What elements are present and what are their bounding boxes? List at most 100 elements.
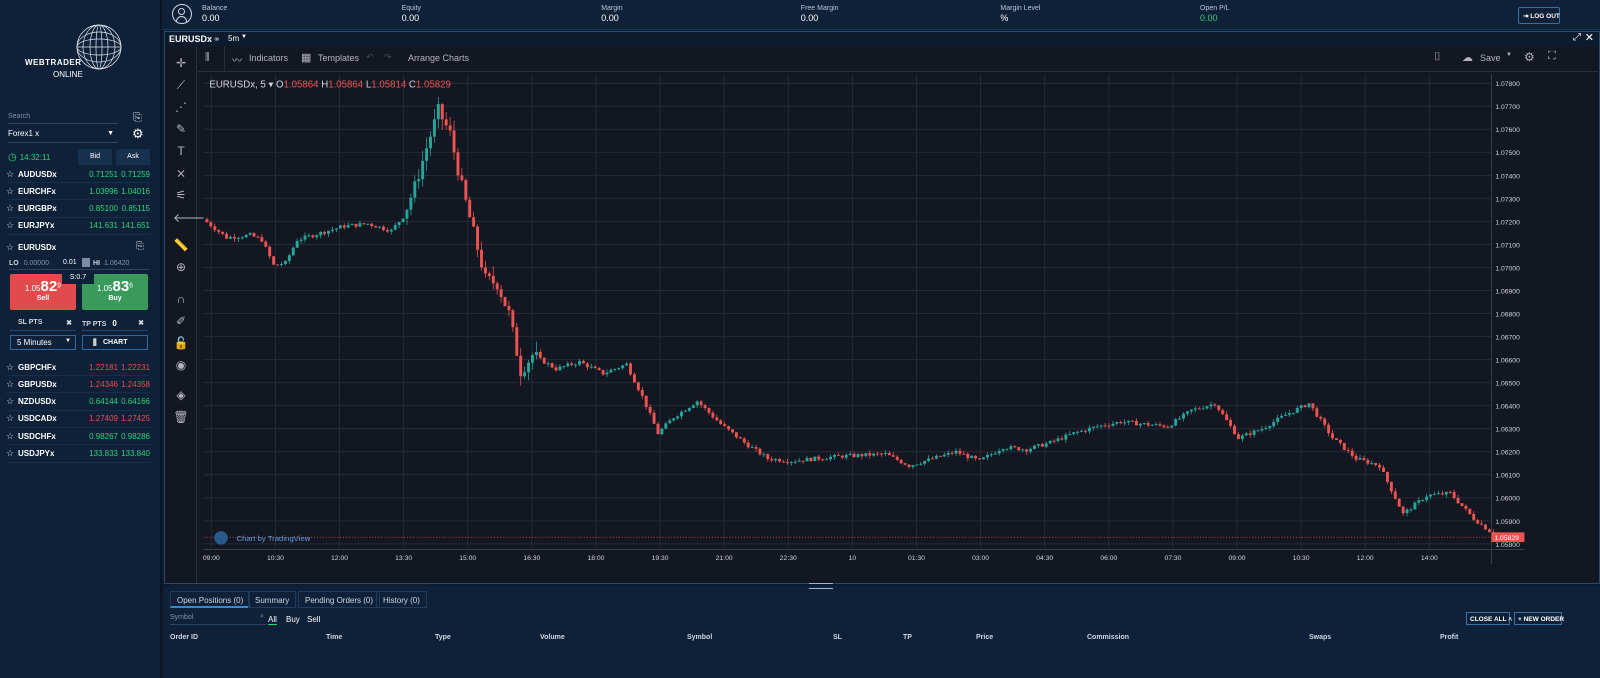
side-filter-1[interactable]: Buy: [286, 615, 300, 624]
bid-price[interactable]: 1.27409: [89, 414, 118, 424]
prediction-icon[interactable]: ⚟: [175, 188, 187, 202]
document-icon[interactable]: ⎘: [133, 112, 142, 124]
eye-icon[interactable]: ◉: [175, 358, 187, 372]
trash-icon[interactable]: 🗑: [173, 410, 189, 424]
symbol-row[interactable]: ☆ USDCADx 1.27409 1.27425: [6, 411, 150, 428]
column-header[interactable]: Swaps: [1309, 634, 1332, 641]
settings-icon[interactable]: ⚙: [1524, 50, 1535, 64]
symbol-row[interactable]: ☆ EURJPYx 141.631 141.651: [6, 218, 150, 235]
indicators-icon[interactable]: 〰: [232, 56, 242, 67]
save-button[interactable]: Save: [1480, 53, 1501, 63]
symbol-row[interactable]: ☆ USDJPYx 133.833 133.840: [6, 446, 150, 463]
redo-icon[interactable]: ↷: [384, 52, 392, 62]
logout-button[interactable]: ⇥ LOG OUT: [1518, 7, 1560, 24]
fib-icon[interactable]: ⋰: [175, 100, 187, 114]
new-order-button[interactable]: + NEW ORDER: [1514, 612, 1564, 625]
chevron-down-icon[interactable]: ▼: [241, 34, 247, 40]
bars-style-icon[interactable]: ⫼: [205, 52, 210, 63]
timeframe-select[interactable]: 5m: [228, 34, 240, 43]
star-icon[interactable]: ☆: [6, 220, 15, 231]
trendline-icon[interactable]: ⟋: [176, 78, 186, 92]
link-icon[interactable]: ⚭: [213, 34, 221, 44]
lot-input[interactable]: 0.01: [63, 259, 77, 266]
star-icon[interactable]: ☆: [6, 413, 15, 424]
positions-tab[interactable]: Pending Orders (0): [298, 591, 381, 608]
tp-input[interactable]: TP PTS 0 ✖: [82, 319, 148, 331]
column-header[interactable]: SL: [833, 634, 842, 641]
symbol-row[interactable]: ☆ GBPUSDx 1.24346 1.24358: [6, 376, 150, 394]
bid-price[interactable]: 1.22181: [89, 362, 118, 372]
column-header[interactable]: Price: [976, 634, 994, 641]
star-icon[interactable]: ☆: [6, 448, 15, 458]
bid-price[interactable]: 0.98267: [89, 431, 118, 441]
close-icon[interactable]: ✕: [1584, 32, 1594, 44]
lock-draw-icon[interactable]: ✐: [175, 314, 187, 328]
star-icon[interactable]: ☆: [6, 168, 15, 179]
gear-icon[interactable]: ⚙: [132, 126, 144, 141]
lot-stepper[interactable]: [82, 258, 90, 267]
column-header[interactable]: Type: [435, 634, 451, 641]
ask-price[interactable]: 141.651: [121, 221, 150, 231]
ask-price[interactable]: 0.64166: [121, 397, 150, 407]
ask-column-header[interactable]: Ask: [116, 149, 150, 165]
resize-handle[interactable]: [809, 583, 833, 589]
symbol-row[interactable]: ☆ NZDUSDx 0.64144 0.64166: [6, 394, 150, 411]
column-header[interactable]: Time: [326, 634, 343, 641]
symbol-row[interactable]: ☆ AUDUSDx 0.71251 0.71259: [6, 166, 150, 183]
positions-tab[interactable]: Open Positions (0): [170, 591, 251, 608]
user-avatar-icon[interactable]: [172, 4, 192, 24]
ask-price[interactable]: 1.27425: [121, 414, 150, 424]
column-header[interactable]: TP: [903, 634, 912, 641]
bid-price[interactable]: 1.03996: [89, 186, 118, 196]
chart-button[interactable]: ⫼ CHART: [82, 335, 148, 350]
text-icon[interactable]: T: [177, 144, 185, 158]
side-filter-0[interactable]: All: [268, 615, 277, 625]
star-icon[interactable]: ☆: [6, 430, 15, 441]
symbol-row[interactable]: ☆ EURGBPx 0.85100 0.85115: [6, 201, 150, 218]
positions-tab[interactable]: History (0): [376, 591, 427, 608]
ask-price[interactable]: 0.71259: [121, 169, 150, 179]
document-icon[interactable]: ⎘: [136, 241, 144, 252]
ask-price[interactable]: 133.840: [121, 449, 150, 458]
templates-icon[interactable]: ▦: [301, 52, 312, 64]
close-icon[interactable]: ✖: [66, 320, 72, 327]
star-icon[interactable]: ☆: [6, 378, 15, 389]
arrange-charts-button[interactable]: Arrange Charts: [408, 53, 470, 63]
symbol-row[interactable]: ☆ EURCHFx 1.03996 1.04016: [6, 183, 150, 201]
bid-price[interactable]: 0.71251: [89, 169, 118, 179]
bid-price[interactable]: 1.24346: [89, 379, 118, 389]
brush-icon[interactable]: ✎: [175, 122, 187, 136]
maximize-icon[interactable]: ⤢: [1573, 32, 1581, 43]
cloud-icon[interactable]: ☁: [1462, 52, 1473, 64]
column-header[interactable]: Volume: [540, 634, 565, 641]
chevron-down-icon[interactable]: ▼: [1506, 52, 1512, 58]
symbol-search-input[interactable]: Search: [8, 113, 118, 124]
ask-price[interactable]: 0.85115: [121, 204, 150, 214]
indicators-button[interactable]: Indicators: [249, 53, 289, 63]
sl-input[interactable]: SL PTS ✖: [10, 319, 76, 331]
star-icon[interactable]: ☆: [6, 242, 15, 252]
star-icon[interactable]: ☆: [6, 396, 15, 407]
symbol-row[interactable]: ☆ GBPCHFx 1.22181 1.22231: [6, 359, 150, 376]
pattern-icon[interactable]: ⨯: [175, 166, 187, 180]
ruler-icon[interactable]: 📏: [173, 238, 189, 252]
lo-input[interactable]: 0.00000: [23, 260, 49, 267]
lock-icon[interactable]: 🔓: [173, 336, 189, 350]
price-chart[interactable]: 1.07800 1.07700 1.07600 1.07500 1.07400 1.073…: [199, 74, 1529, 564]
bid-price[interactable]: 141.631: [89, 221, 118, 231]
close-icon[interactable]: ✖: [138, 320, 144, 327]
column-header[interactable]: Commission: [1087, 634, 1130, 641]
magnet-icon[interactable]: ∩: [176, 292, 186, 306]
ask-price[interactable]: 1.24358: [121, 379, 150, 389]
legend-chevron-icon[interactable]: ▾: [266, 80, 276, 91]
templates-button[interactable]: Templates: [318, 53, 360, 63]
interval-select[interactable]: 5 Minutes ▼: [10, 335, 76, 350]
back-arrow-icon[interactable]: 🡐: [173, 211, 206, 225]
group-select[interactable]: Forex1 x ▼: [8, 129, 118, 143]
star-icon[interactable]: ☆: [6, 185, 15, 196]
star-icon[interactable]: ☆: [6, 361, 15, 372]
close-all-button[interactable]: CLOSE ALL ˄: [1466, 612, 1512, 625]
undo-icon[interactable]: ↶: [366, 52, 374, 62]
symbol-filter-input[interactable]: Symbol ⌕: [170, 613, 266, 625]
bid-price[interactable]: 133.833: [89, 449, 118, 458]
